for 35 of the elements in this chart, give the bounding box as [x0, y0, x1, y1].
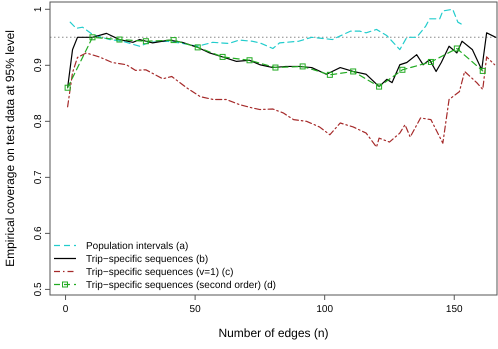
point	[272, 64, 278, 71]
point	[142, 38, 149, 44]
point	[428, 58, 434, 65]
point	[350, 68, 356, 74]
y-tick-label: 0.9	[33, 58, 44, 72]
point	[194, 44, 201, 50]
point	[399, 66, 406, 73]
legend-label: Trip−specific sequences (v=1) (c)	[86, 267, 234, 278]
point	[220, 54, 226, 60]
legend-label: Trip−specific sequences (second order) (d)	[86, 280, 276, 291]
point	[170, 37, 177, 44]
y-tick-label: 1	[33, 6, 44, 12]
legend-label: Population intervals (a)	[86, 241, 188, 252]
point	[480, 68, 486, 74]
point	[300, 63, 306, 70]
x-tick-label: 50	[190, 304, 202, 315]
point	[89, 34, 96, 40]
y-tick-label: 0.7	[33, 170, 44, 184]
y-axis-title: Empirical coverage on test data at 95% level	[3, 30, 17, 267]
y-tick-label: 0.6	[33, 226, 44, 240]
line-series	[70, 8, 463, 50]
point	[376, 84, 382, 90]
point	[246, 57, 253, 64]
x-tick-label: 0	[62, 304, 69, 315]
x-axis-title: Number of edges (n)	[218, 326, 329, 340]
x-tick-label: 150	[446, 304, 464, 315]
line-series	[67, 52, 496, 148]
point	[454, 46, 460, 52]
y-tick-label: 0.5	[33, 282, 44, 296]
y-tick-label: 0.8	[33, 114, 44, 128]
x-tick-label: 100	[316, 304, 334, 315]
legend-label: Trip−specific sequences (b)	[86, 254, 208, 265]
point	[64, 84, 71, 91]
point	[326, 72, 333, 78]
point	[116, 36, 122, 43]
